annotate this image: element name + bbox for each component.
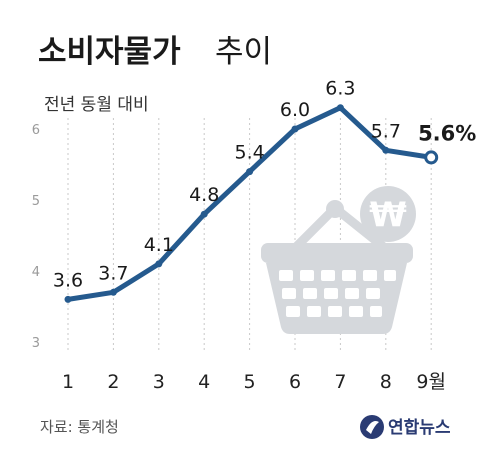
tick-layer: 3 4 5 6 1 2 3 4 5 6 7 8 9월	[32, 123, 446, 393]
x-tick-label: 1	[62, 371, 74, 393]
logo-text: 연합뉴스	[388, 417, 451, 438]
x-tick-label: 5	[244, 371, 256, 393]
x-tick-label: 3	[153, 371, 165, 393]
chart-title: 소비자물가	[38, 34, 181, 70]
yonhap-logo: 연합뉴스	[360, 415, 451, 439]
data-point	[246, 168, 254, 176]
chart-title-suffix: 추이	[215, 34, 272, 70]
shopping-basket-icon	[261, 200, 413, 334]
data-point-last	[424, 150, 439, 165]
x-tick-label: 9월	[416, 371, 446, 393]
won-symbol: ₩	[369, 195, 407, 235]
data-label: 5.6%	[418, 121, 476, 145]
data-point	[291, 125, 299, 133]
data-label: 5.4	[234, 142, 264, 164]
x-tick-label: 2	[107, 371, 119, 393]
y-tick-label: 5	[32, 194, 40, 209]
y-tick-label: 4	[32, 265, 40, 280]
data-label: 3.6	[53, 269, 83, 291]
series-layer: 3.6 3.7 4.1 4.8 5.4 6.0 6.3 5.7 5.6%	[53, 78, 476, 303]
data-label: 4.8	[189, 184, 219, 206]
chart-subtitle: 전년 동월 대비	[44, 95, 149, 115]
data-label: 3.7	[98, 262, 128, 284]
data-label: 5.7	[371, 120, 401, 142]
data-point	[200, 210, 208, 218]
x-tick-label: 8	[380, 371, 392, 393]
x-tick-label: 4	[198, 371, 210, 393]
data-label: 6.3	[325, 78, 355, 100]
data-label: 4.1	[144, 234, 174, 256]
data-point	[155, 260, 163, 268]
data-point	[382, 146, 390, 154]
won-coin-icon: ₩	[360, 186, 416, 242]
y-tick-label: 6	[32, 123, 40, 138]
data-point	[336, 104, 344, 112]
x-tick-label: 6	[289, 371, 301, 393]
data-point	[64, 295, 72, 303]
data-label: 6.0	[280, 99, 310, 121]
data-point	[109, 288, 117, 296]
x-tick-label: 7	[334, 371, 346, 393]
y-tick-label: 3	[32, 336, 40, 351]
source-note: 자료: 통계청	[40, 418, 119, 436]
